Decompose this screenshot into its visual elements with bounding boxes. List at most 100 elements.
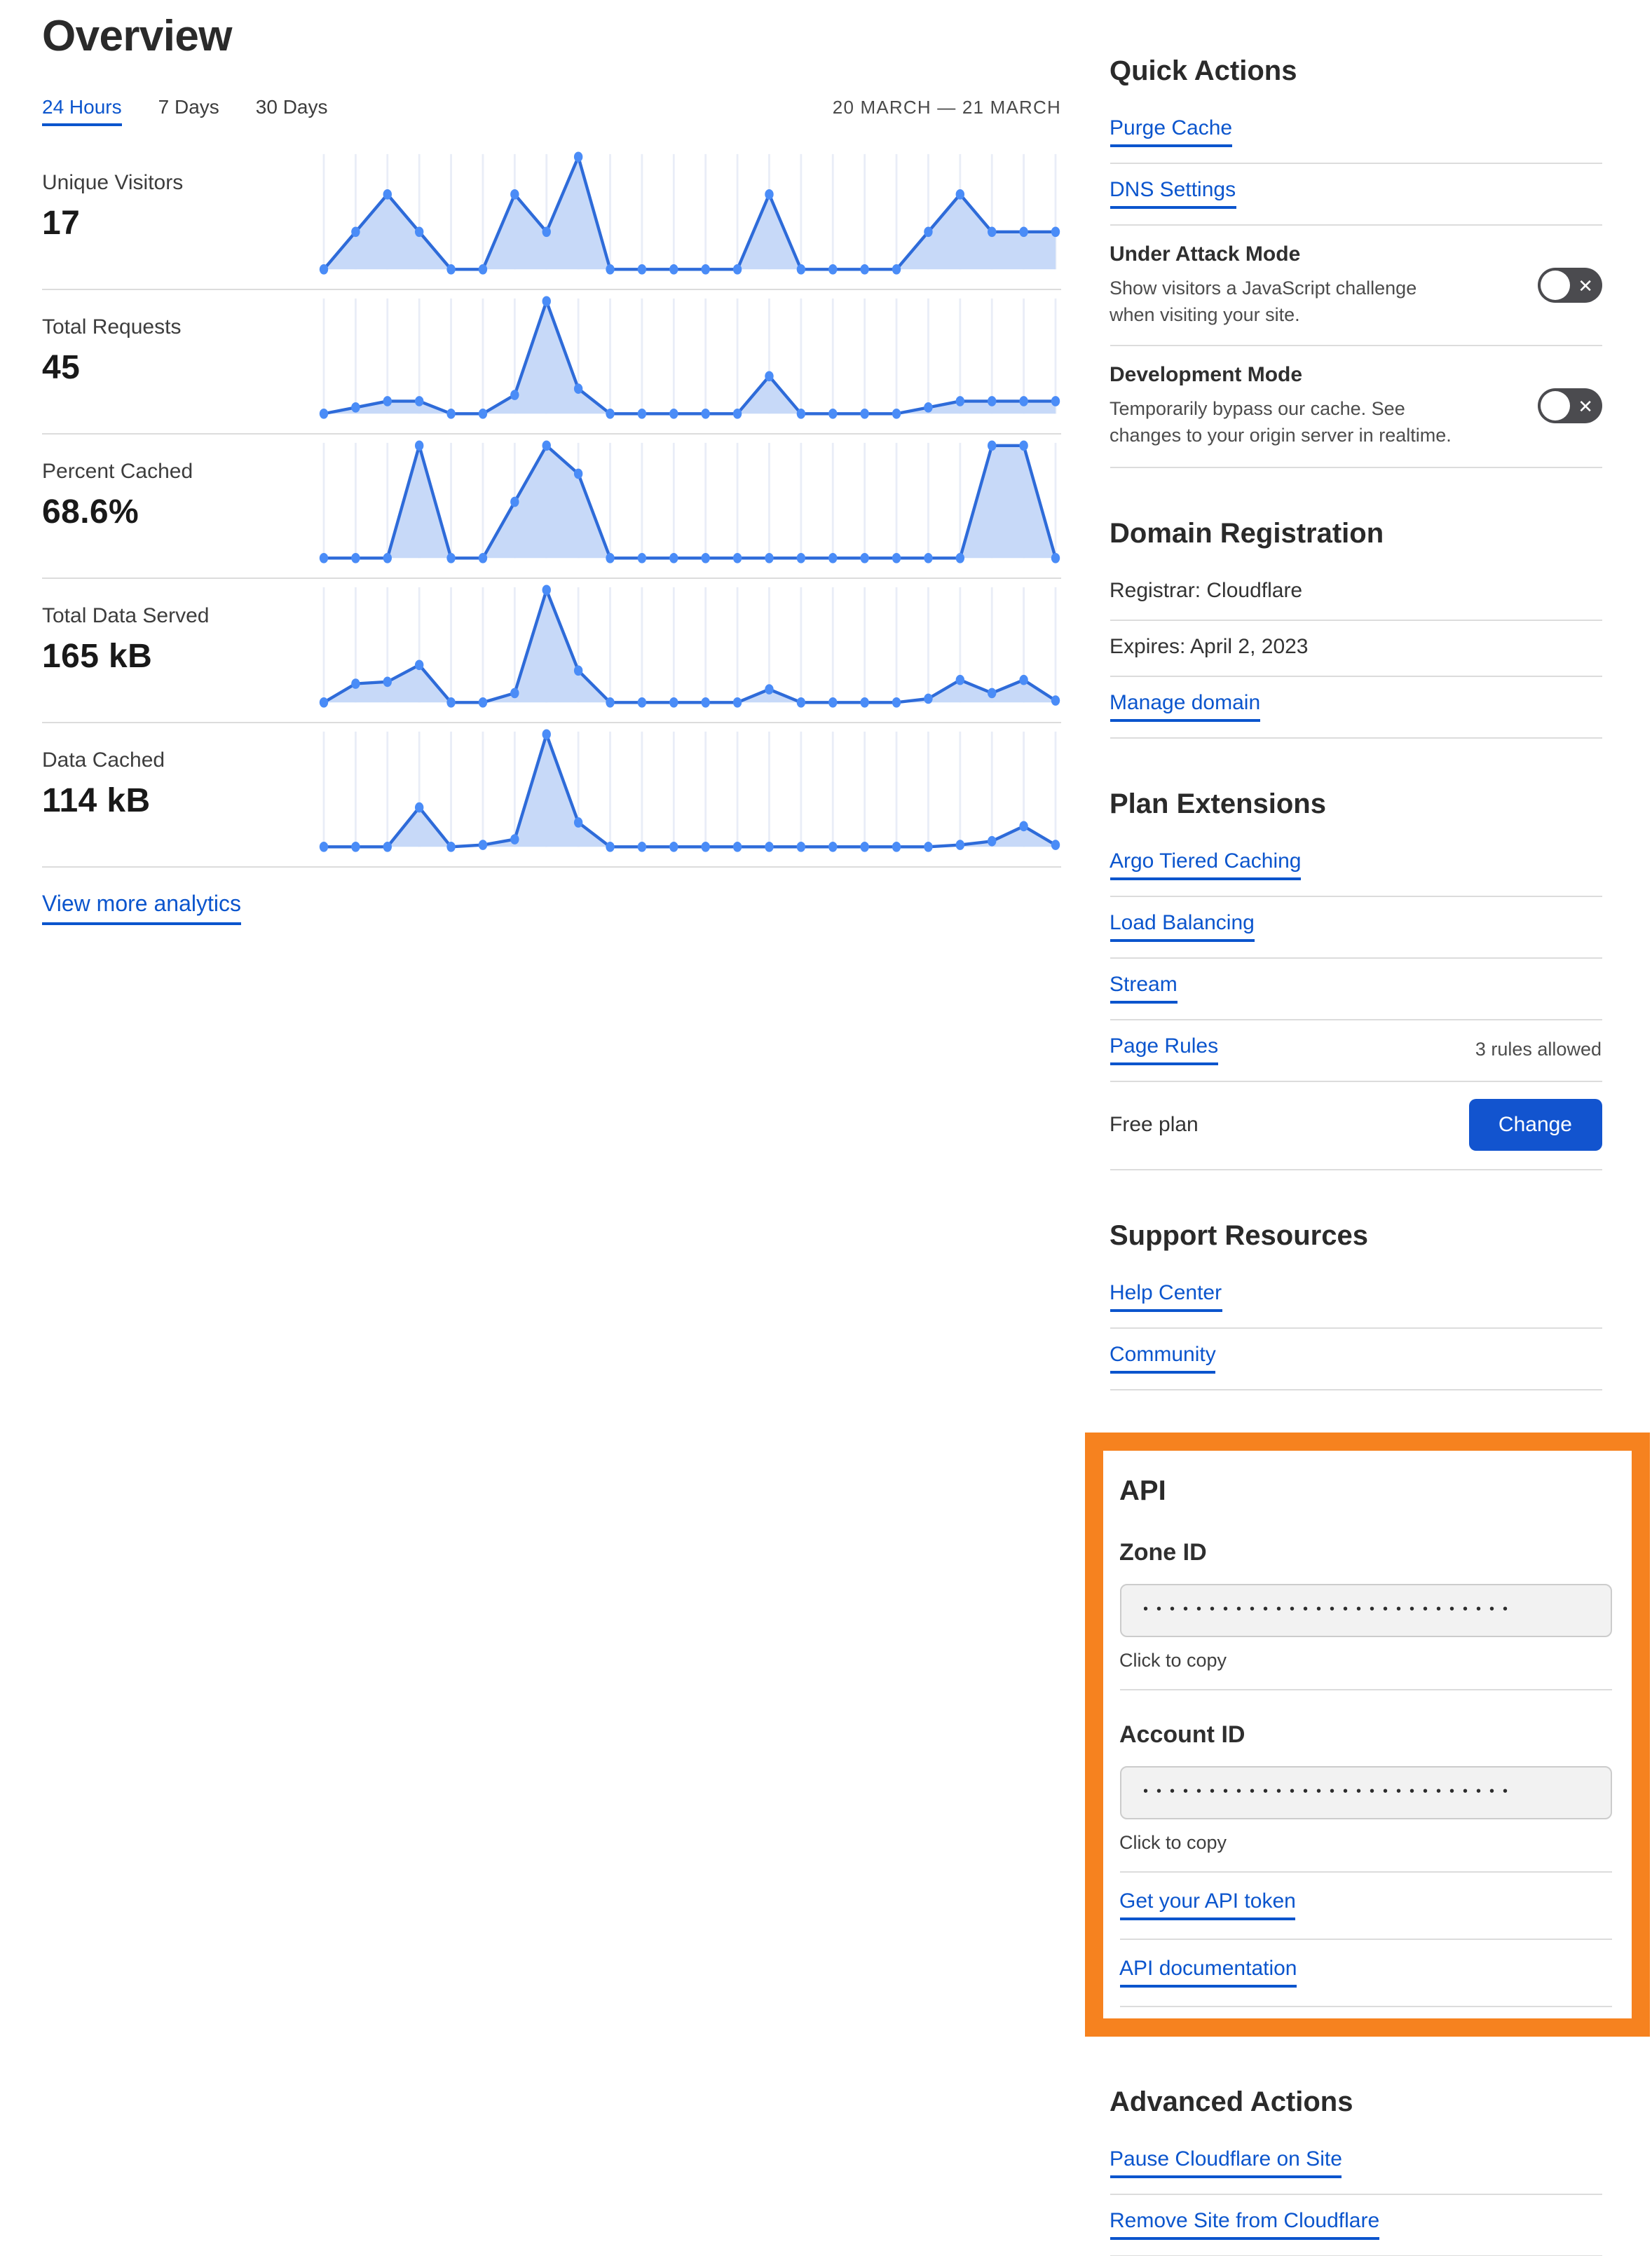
stream-row: Stream xyxy=(1110,958,1602,1020)
toggle-knob xyxy=(1540,271,1569,301)
metric-info: Total Data Served 165 kB xyxy=(42,579,318,722)
metric-info: Data Cached 114 kB xyxy=(42,723,318,866)
metric-value: 114 kB xyxy=(42,782,151,820)
expires-row: Expires: April 2, 2023 xyxy=(1110,620,1602,677)
account-id-label: Account ID xyxy=(1119,1721,1245,1748)
sidebar: Quick Actions Purge Cache DNS Settings U… xyxy=(1084,0,1649,2256)
development-mode-toggle[interactable]: ✕ xyxy=(1537,388,1602,424)
metric-row-total-requests: Total Requests 45 xyxy=(42,290,1061,435)
page-rules-row: Page Rules 3 rules allowed xyxy=(1110,1020,1602,1082)
metric-row-data-cached: Data Cached 114 kB xyxy=(42,723,1061,868)
zone-id-masked-value: •••••••••••••••••••••••••••• xyxy=(1143,1602,1517,1618)
zone-id-label: Zone ID xyxy=(1119,1538,1207,1566)
metric-label: Percent Cached xyxy=(42,460,193,484)
expires-value: Expires: April 2, 2023 xyxy=(1110,634,1309,659)
view-more-wrap: View more analytics xyxy=(42,893,1061,925)
zone-id-copy-hint: Click to copy xyxy=(1119,1649,1227,1671)
analytics-column: Overview 24 Hours 7 Days 30 Days 20 MARC… xyxy=(42,0,1061,2256)
tab-24-hours[interactable]: 24 Hours xyxy=(42,95,122,126)
remove-site-link[interactable]: Remove Site from Cloudflare xyxy=(1110,2208,1380,2240)
divider xyxy=(1119,1871,1611,1873)
stream-link[interactable]: Stream xyxy=(1110,972,1177,1004)
time-range-controls: 24 Hours 7 Days 30 Days 20 MARCH — 21 MA… xyxy=(42,95,1061,126)
account-id-copy-hint: Click to copy xyxy=(1119,1831,1227,1853)
sparkline-unique-visitors xyxy=(318,146,1061,289)
sparkline-percent-cached xyxy=(318,435,1061,577)
pause-cloudflare-link[interactable]: Pause Cloudflare on Site xyxy=(1110,2147,1342,2178)
remove-site-row: Remove Site from Cloudflare xyxy=(1110,2194,1602,2256)
sparkline-total-requests xyxy=(318,290,1061,433)
sparkline-data-cached xyxy=(318,723,1061,866)
registrar-row: Registrar: Cloudflare xyxy=(1110,564,1602,621)
account-id-masked-value: •••••••••••••••••••••••••••• xyxy=(1143,1784,1517,1800)
tab-7-days[interactable]: 7 Days xyxy=(158,95,219,118)
toggle-off-x-icon: ✕ xyxy=(1578,395,1593,417)
pause-cloudflare-row: Pause Cloudflare on Site xyxy=(1110,2133,1602,2195)
account-id-field[interactable]: •••••••••••••••••••••••••••• xyxy=(1119,1765,1611,1819)
purge-cache-link[interactable]: Purge Cache xyxy=(1110,116,1233,147)
metric-value: 165 kB xyxy=(42,638,153,676)
plan-row: Free plan Change xyxy=(1110,1081,1602,1170)
api-token-row: Get your API token xyxy=(1119,1872,1611,1940)
metric-info: Total Requests 45 xyxy=(42,290,318,433)
argo-tiered-caching-link[interactable]: Argo Tiered Caching xyxy=(1110,849,1302,880)
domain-registration-section: Domain Registration Registrar: Cloudflar… xyxy=(1110,518,1602,739)
change-plan-button[interactable]: Change xyxy=(1468,1098,1602,1151)
dns-settings-link[interactable]: DNS Settings xyxy=(1110,178,1236,209)
toggle-text: Development Mode Temporarily bypass our … xyxy=(1110,364,1463,450)
zone-id-field[interactable]: •••••••••••••••••••••••••••• xyxy=(1119,1583,1611,1637)
quick-actions-heading: Quick Actions xyxy=(1110,56,1297,87)
plan-extensions-heading: Plan Extensions xyxy=(1110,788,1326,820)
view-more-analytics-link[interactable]: View more analytics xyxy=(42,893,241,925)
tab-30-days[interactable]: 30 Days xyxy=(255,95,328,118)
dns-settings-row: DNS Settings xyxy=(1110,164,1602,226)
page-title: Overview xyxy=(42,11,233,60)
advanced-actions-heading: Advanced Actions xyxy=(1110,2086,1353,2118)
manage-domain-link[interactable]: Manage domain xyxy=(1110,690,1261,722)
date-range-label: 20 MARCH — 21 MARCH xyxy=(832,97,1061,118)
metric-info: Percent Cached 68.6% xyxy=(42,435,318,577)
support-resources-heading: Support Resources xyxy=(1110,1220,1368,1252)
metric-row-total-data-served: Total Data Served 165 kB xyxy=(42,579,1061,723)
api-section-highlight: API Zone ID ••••••••••••••••••••••••••••… xyxy=(1084,1432,1649,2037)
load-balancing-link[interactable]: Load Balancing xyxy=(1110,910,1255,942)
support-resources-section: Support Resources Help Center Community xyxy=(1110,1220,1602,1390)
development-mode-row: Development Mode Temporarily bypass our … xyxy=(1110,347,1602,468)
advanced-actions-section: Advanced Actions Pause Cloudflare on Sit… xyxy=(1110,2086,1602,2256)
api-heading: API xyxy=(1119,1475,1166,1507)
purge-cache-row: Purge Cache xyxy=(1110,102,1602,164)
community-row: Community xyxy=(1110,1328,1602,1390)
under-attack-mode-label: Under Attack Mode xyxy=(1110,242,1301,266)
plan-name: Free plan xyxy=(1110,1112,1199,1137)
get-api-token-link[interactable]: Get your API token xyxy=(1119,1889,1296,1920)
manage-domain-row: Manage domain xyxy=(1110,676,1602,739)
metric-label: Unique Visitors xyxy=(42,171,184,195)
metric-value: 68.6% xyxy=(42,493,139,531)
metric-label: Total Requests xyxy=(42,315,182,339)
metric-label: Total Data Served xyxy=(42,604,210,628)
toggle-text: Under Attack Mode Show visitors a JavaSc… xyxy=(1110,242,1463,329)
community-link[interactable]: Community xyxy=(1110,1342,1216,1374)
divider xyxy=(1119,1688,1611,1690)
toggle-knob xyxy=(1540,391,1569,421)
argo-tiered-caching-row: Argo Tiered Caching xyxy=(1110,835,1602,897)
development-mode-label: Development Mode xyxy=(1110,363,1303,388)
metric-info: Unique Visitors 17 xyxy=(42,146,318,289)
toggle-off-x-icon: ✕ xyxy=(1578,275,1593,296)
api-docs-row: API documentation xyxy=(1119,1939,1611,2007)
help-center-row: Help Center xyxy=(1110,1266,1602,1329)
api-documentation-link[interactable]: API documentation xyxy=(1119,1956,1297,1988)
load-balancing-row: Load Balancing xyxy=(1110,896,1602,959)
page-rules-link[interactable]: Page Rules xyxy=(1110,1034,1219,1065)
sparkline-total-data-served xyxy=(318,579,1061,722)
under-attack-mode-toggle[interactable]: ✕ xyxy=(1537,268,1602,303)
help-center-link[interactable]: Help Center xyxy=(1110,1280,1222,1312)
under-attack-mode-description: Show visitors a JavaScript challenge whe… xyxy=(1110,278,1417,326)
metric-label: Data Cached xyxy=(42,748,165,772)
registrar-value: Registrar: Cloudflare xyxy=(1110,578,1303,603)
domain-registration-heading: Domain Registration xyxy=(1110,518,1384,549)
metric-row-unique-visitors: Unique Visitors 17 xyxy=(42,146,1061,290)
page-rules-allowance: 3 rules allowed xyxy=(1475,1039,1602,1060)
